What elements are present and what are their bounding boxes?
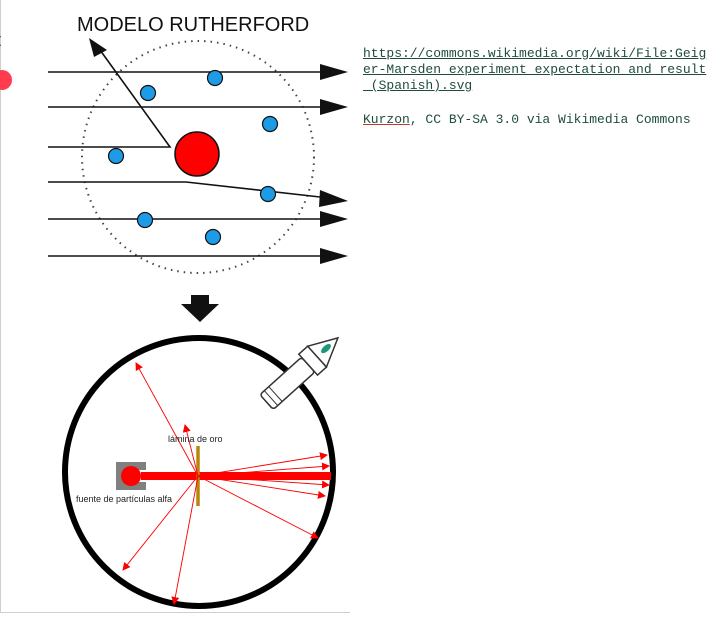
electron (107, 147, 125, 165)
arrowhead-icon (320, 211, 348, 227)
license-text: , CC BY-SA 3.0 via Wikimedia Commons (409, 112, 691, 127)
microscope-icon (260, 336, 340, 410)
alpha-source-label: fuente de partículas alfa (76, 494, 172, 504)
nucleus (174, 131, 220, 177)
atom-boundary (81, 40, 315, 274)
arrowhead-icon (320, 248, 348, 264)
gold-foil-label: lámina de oro (168, 434, 223, 444)
electron (204, 228, 222, 246)
electron (136, 211, 154, 229)
scattered-rays (122, 362, 330, 605)
edge-red-circle-icon (0, 70, 12, 90)
electron (261, 115, 279, 133)
down-arrow-icon (181, 295, 219, 322)
electron (259, 185, 277, 203)
electron (139, 84, 157, 102)
diagram-title: MODELO RUTHERFORD (77, 14, 309, 36)
arrowhead-icon (89, 38, 107, 57)
author-name[interactable]: Kurzon (363, 112, 410, 127)
alpha-source (121, 466, 141, 486)
arrowhead-icon (320, 99, 348, 115)
alpha-particle-paths (48, 38, 348, 264)
edge-glyph-icon: t (0, 30, 1, 50)
sidebar-edge-icons: t (0, 30, 12, 90)
panel-bottom-border (0, 612, 350, 613)
panel-left-border (0, 0, 1, 612)
alpha-beam (141, 472, 331, 480)
source-link[interactable]: https://commons.wikimedia.org/wiki/File:… (363, 46, 707, 93)
rutherford-diagram: t MODELO RUTHERFORD (0, 14, 348, 609)
rutherford-figure: t MODELO RUTHERFORD (0, 0, 360, 617)
credit-line: Kurzon, CC BY-SA 3.0 via Wikimedia Commo… (363, 112, 713, 128)
alpha-path-deflected-back (48, 49, 172, 148)
source-box-side (116, 462, 124, 490)
attribution-block: https://commons.wikimedia.org/wiki/File:… (363, 46, 713, 128)
arrowhead-icon (319, 190, 348, 207)
detector-screen (62, 335, 336, 609)
electron (206, 69, 224, 87)
electrons (107, 69, 279, 246)
arrowhead-icon (320, 64, 348, 80)
